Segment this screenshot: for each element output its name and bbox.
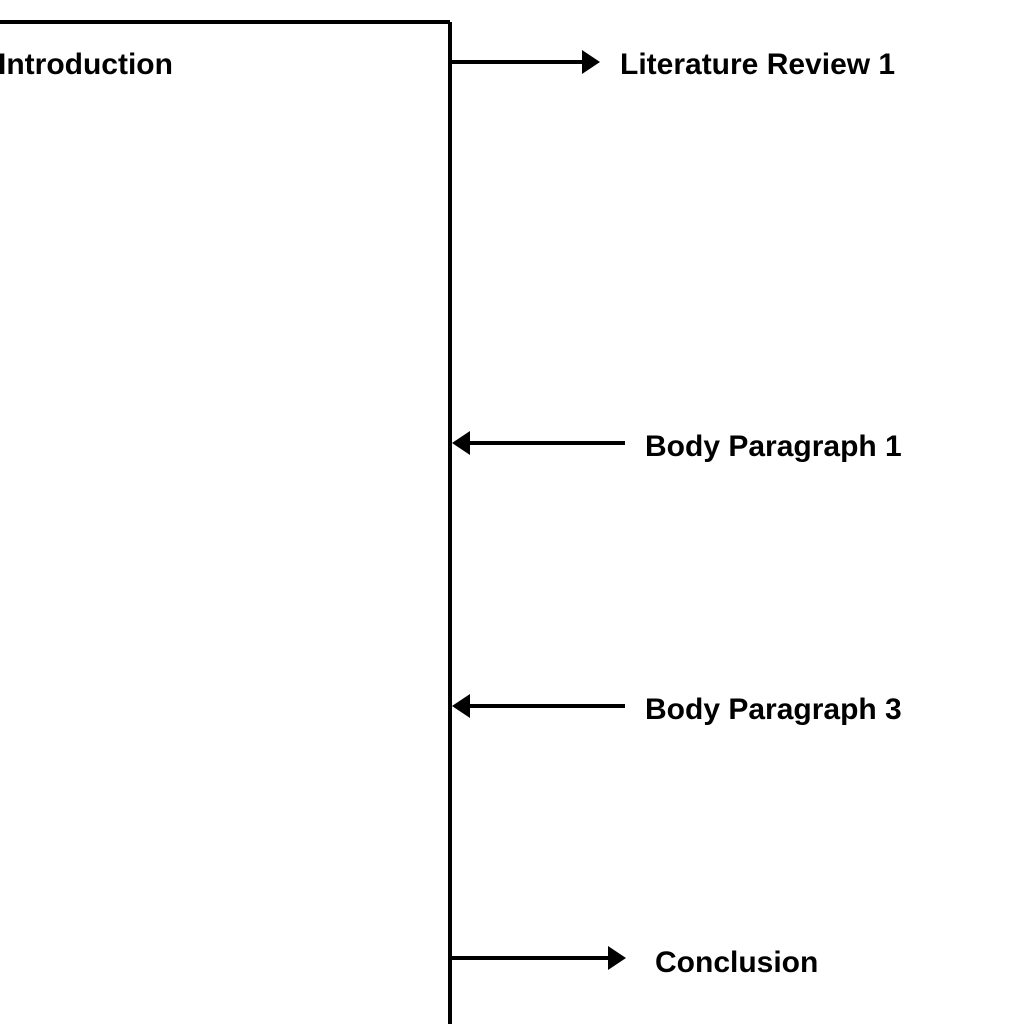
arrow-to-lit-review xyxy=(450,50,600,74)
label-introduction: Introduction xyxy=(0,48,173,82)
content-box xyxy=(0,22,450,1024)
arrow-to-conclusion xyxy=(450,946,626,970)
arrow-from-body1 xyxy=(452,431,625,455)
label-body3: Body Paragraph 3 xyxy=(645,693,902,727)
diagram-svg xyxy=(0,0,1024,1024)
label-conclusion: Conclusion xyxy=(655,946,818,980)
essay-structure-diagram: Introduction Literature Review 1 Body Pa… xyxy=(0,0,1024,1024)
arrow-from-body3 xyxy=(452,694,625,718)
label-lit-review: Literature Review 1 xyxy=(620,48,895,82)
label-body1: Body Paragraph 1 xyxy=(645,430,902,464)
